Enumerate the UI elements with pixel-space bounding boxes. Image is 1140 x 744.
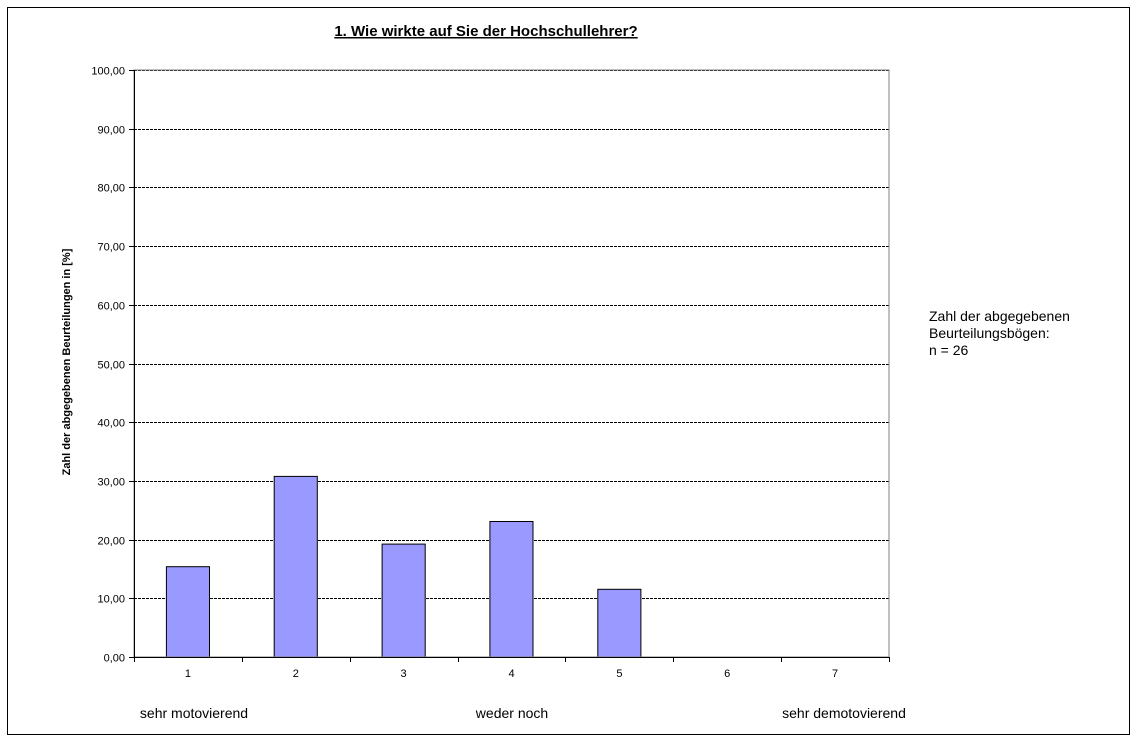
x-tick-label: 3 bbox=[401, 668, 407, 680]
y-tick-label: 50,00 bbox=[97, 360, 125, 372]
y-tick-labels: 0,00 10,00 20,00 30,00 40,00 50,00 60,00 70,00 8… bbox=[91, 66, 125, 665]
y-tick-label: 10,00 bbox=[97, 594, 125, 606]
y-tick-label: 60,00 bbox=[97, 301, 125, 313]
bar-3 bbox=[381, 543, 426, 658]
y-tick-label: 40,00 bbox=[97, 418, 125, 430]
chart-frame bbox=[7, 7, 1130, 735]
y-tick-label: 90,00 bbox=[97, 125, 125, 137]
x-tick-label: 4 bbox=[508, 668, 514, 680]
bars bbox=[165, 475, 642, 658]
y-axis-label: Zahl der abgegebenen Beurteilungen in [%… bbox=[61, 248, 73, 475]
x-tick-labels: 1 2 3 4 5 6 7 bbox=[185, 668, 838, 680]
y-tick-label: 70,00 bbox=[97, 242, 125, 254]
scale-label-middle: weder noch bbox=[475, 705, 548, 721]
x-tick-label: 2 bbox=[293, 668, 299, 680]
chart-title: 1. Wie wirkte auf Sie der Hochschullehre… bbox=[334, 23, 637, 40]
x-tick-label: 5 bbox=[616, 668, 622, 680]
gridlines bbox=[134, 70, 889, 599]
y-tick-label: 0,00 bbox=[104, 653, 125, 665]
x-tick-label: 6 bbox=[724, 668, 730, 680]
bar-5 bbox=[597, 588, 642, 658]
x-tick-label: 1 bbox=[185, 668, 191, 680]
x-tick-label: 7 bbox=[832, 668, 838, 680]
bar-4 bbox=[489, 521, 534, 658]
bar-2 bbox=[273, 475, 318, 658]
scale-label-right: sehr demotovierend bbox=[782, 705, 906, 721]
y-tick-label: 30,00 bbox=[97, 477, 125, 489]
scale-labels: sehr motovierend weder noch sehr demotov… bbox=[140, 705, 906, 721]
note-line-1: Zahl der abgegebenen bbox=[929, 308, 1070, 324]
note-line-3: n = 26 bbox=[929, 342, 969, 358]
sample-size-note: Zahl der abgegebenen Beurteilungsbögen: … bbox=[929, 308, 1129, 359]
y-tick-label: 20,00 bbox=[97, 536, 125, 548]
y-tick-label: 100,00 bbox=[91, 66, 125, 78]
note-line-2: Beurteilungsbögen: bbox=[929, 325, 1050, 341]
bar-1 bbox=[165, 566, 210, 658]
axes bbox=[129, 69, 890, 662]
y-tick-label: 80,00 bbox=[97, 183, 125, 195]
scale-label-left: sehr motovierend bbox=[140, 705, 248, 721]
